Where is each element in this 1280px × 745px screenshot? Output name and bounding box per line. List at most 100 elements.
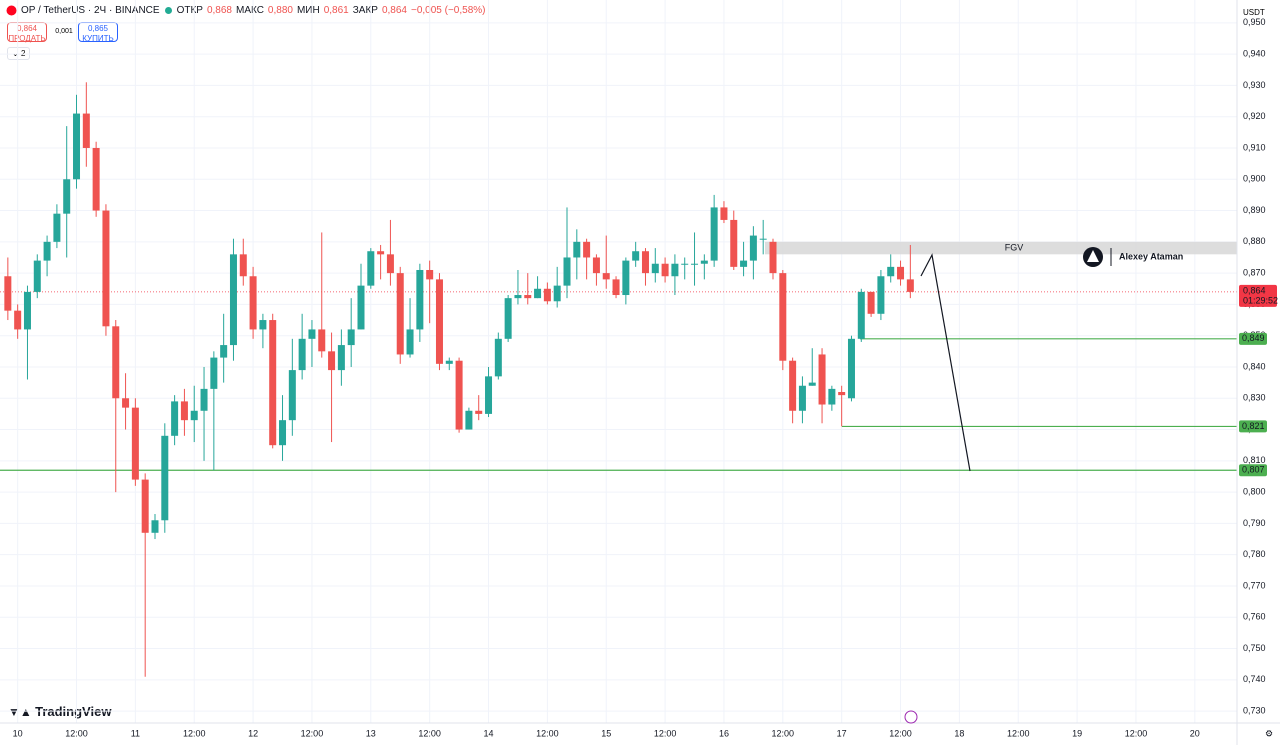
candle-body — [828, 388, 836, 405]
candle-body — [53, 213, 61, 242]
candle-body — [798, 385, 806, 411]
level-tag — [1239, 332, 1267, 345]
candle-body — [592, 257, 600, 274]
candle-body — [426, 269, 434, 280]
sell-price: 0,864 — [16, 24, 38, 33]
candle-body — [249, 276, 257, 330]
last-price-tag — [1239, 284, 1277, 307]
candle-body — [337, 345, 345, 371]
ohlc-value: 0,861 — [323, 5, 349, 16]
y-tick-label: 0,810 — [1243, 455, 1266, 465]
logo-text: TradingView — [35, 704, 112, 719]
y-tick-label: 0,790 — [1243, 518, 1266, 528]
legend: OP / TetherUS · 2Ч · BINANCE ОТКР 0,868 М… — [6, 5, 485, 16]
candle-body — [288, 370, 296, 421]
candle-body — [534, 288, 542, 299]
candle-body — [122, 398, 130, 408]
ohlc-value: 0,868 — [206, 5, 232, 16]
x-tick-label: 12:00 — [654, 728, 677, 738]
candle-body — [200, 388, 208, 411]
candle-body — [759, 238, 767, 240]
watermark-icon — [1087, 250, 1099, 262]
x-tick-label: 12:00 — [65, 728, 88, 738]
candle-body — [583, 241, 591, 258]
y-tick-label: 0,830 — [1243, 393, 1266, 403]
y-tick-label: 0,780 — [1243, 549, 1266, 559]
candle-body — [524, 295, 532, 299]
x-tick-label: 17 — [837, 728, 847, 738]
candle-body — [180, 401, 188, 421]
ohlc-label: МАКС — [235, 5, 264, 16]
candle-body — [328, 351, 336, 371]
candle-body — [63, 179, 71, 214]
y-tick-label: 0,910 — [1243, 142, 1266, 152]
buy-price: 0,865 — [87, 24, 109, 33]
y-tick-label: 0,860 — [1243, 299, 1266, 309]
x-tick-label: 12:00 — [418, 728, 441, 738]
candle-body — [710, 207, 718, 261]
x-tick-label: 12 — [248, 728, 258, 738]
x-tick-label: 12:00 — [183, 728, 206, 738]
ohlc-value: 0,880 — [267, 5, 293, 16]
candle-body — [14, 310, 22, 330]
ohlc-value: 0,864 — [381, 5, 407, 16]
candle-body — [435, 279, 443, 364]
indicators-toggle[interactable]: ⌄ 2 — [7, 47, 31, 60]
x-tick-label: 20 — [1190, 728, 1200, 738]
currency[interactable]: USDT — [1243, 8, 1265, 17]
countdown: 01:29:52 — [1243, 295, 1278, 305]
candle-body — [622, 260, 630, 296]
symbol[interactable]: OP / TetherUS · 2Ч · BINANCE — [21, 5, 160, 16]
candle-body — [4, 276, 12, 311]
candle-body — [661, 263, 669, 277]
candle-body — [210, 357, 218, 389]
level-tag — [1239, 420, 1267, 433]
x-tick-label: 18 — [954, 728, 964, 738]
x-tick-label: 14 — [484, 728, 494, 738]
y-tick-label: 0,940 — [1243, 48, 1266, 58]
candle-body — [465, 410, 473, 430]
candle-body — [92, 147, 100, 211]
y-tick-label: 0,760 — [1243, 612, 1266, 622]
candle-body — [279, 420, 287, 446]
settings-icon[interactable]: ⚙ — [1265, 728, 1273, 738]
candle-body — [730, 219, 738, 267]
y-tick-label: 0,840 — [1243, 361, 1266, 371]
fvg-zone — [765, 241, 1237, 255]
candle-body — [43, 241, 51, 261]
logo[interactable]: ▼▲ TradingView — [8, 704, 112, 719]
candle-body — [847, 338, 855, 399]
candle-body — [563, 257, 571, 286]
x-tick-label: 19 — [1072, 728, 1082, 738]
candle-body — [485, 376, 493, 414]
candle-body — [740, 260, 748, 267]
watermark: Alexey Ataman — [1083, 247, 1183, 267]
candle-body — [416, 269, 424, 330]
level-tag-label: 0,849 — [1242, 333, 1265, 343]
y-tick-label: 0,950 — [1243, 17, 1266, 27]
candle-body — [808, 382, 816, 386]
x-tick-label: 15 — [601, 728, 611, 738]
candle-body — [386, 254, 394, 274]
candle-body — [769, 241, 777, 274]
last-price-label: 0,864 — [1243, 285, 1266, 295]
candle-body — [857, 291, 865, 339]
event-icon[interactable] — [904, 710, 918, 724]
candle-body — [887, 266, 895, 277]
y-tick-label: 0,870 — [1243, 267, 1266, 277]
x-tick-label: 11 — [131, 728, 140, 738]
candle-body — [602, 273, 610, 280]
candle-body — [23, 291, 31, 330]
candle-body — [269, 320, 277, 446]
candle-body — [749, 235, 757, 261]
ohlc-label: МИН — [296, 5, 320, 16]
status-dot — [164, 7, 172, 14]
candle-body — [641, 251, 649, 274]
candle-body — [494, 338, 502, 377]
buy-button[interactable]: 0,865 КУПИТЬ — [78, 22, 118, 43]
candle-body — [700, 260, 708, 264]
candle-body — [406, 329, 414, 355]
y-tick-label: 0,880 — [1243, 236, 1266, 246]
sell-button[interactable]: 0,864 ПРОДАТЬ — [7, 22, 47, 43]
x-tick-label: 13 — [366, 728, 376, 738]
